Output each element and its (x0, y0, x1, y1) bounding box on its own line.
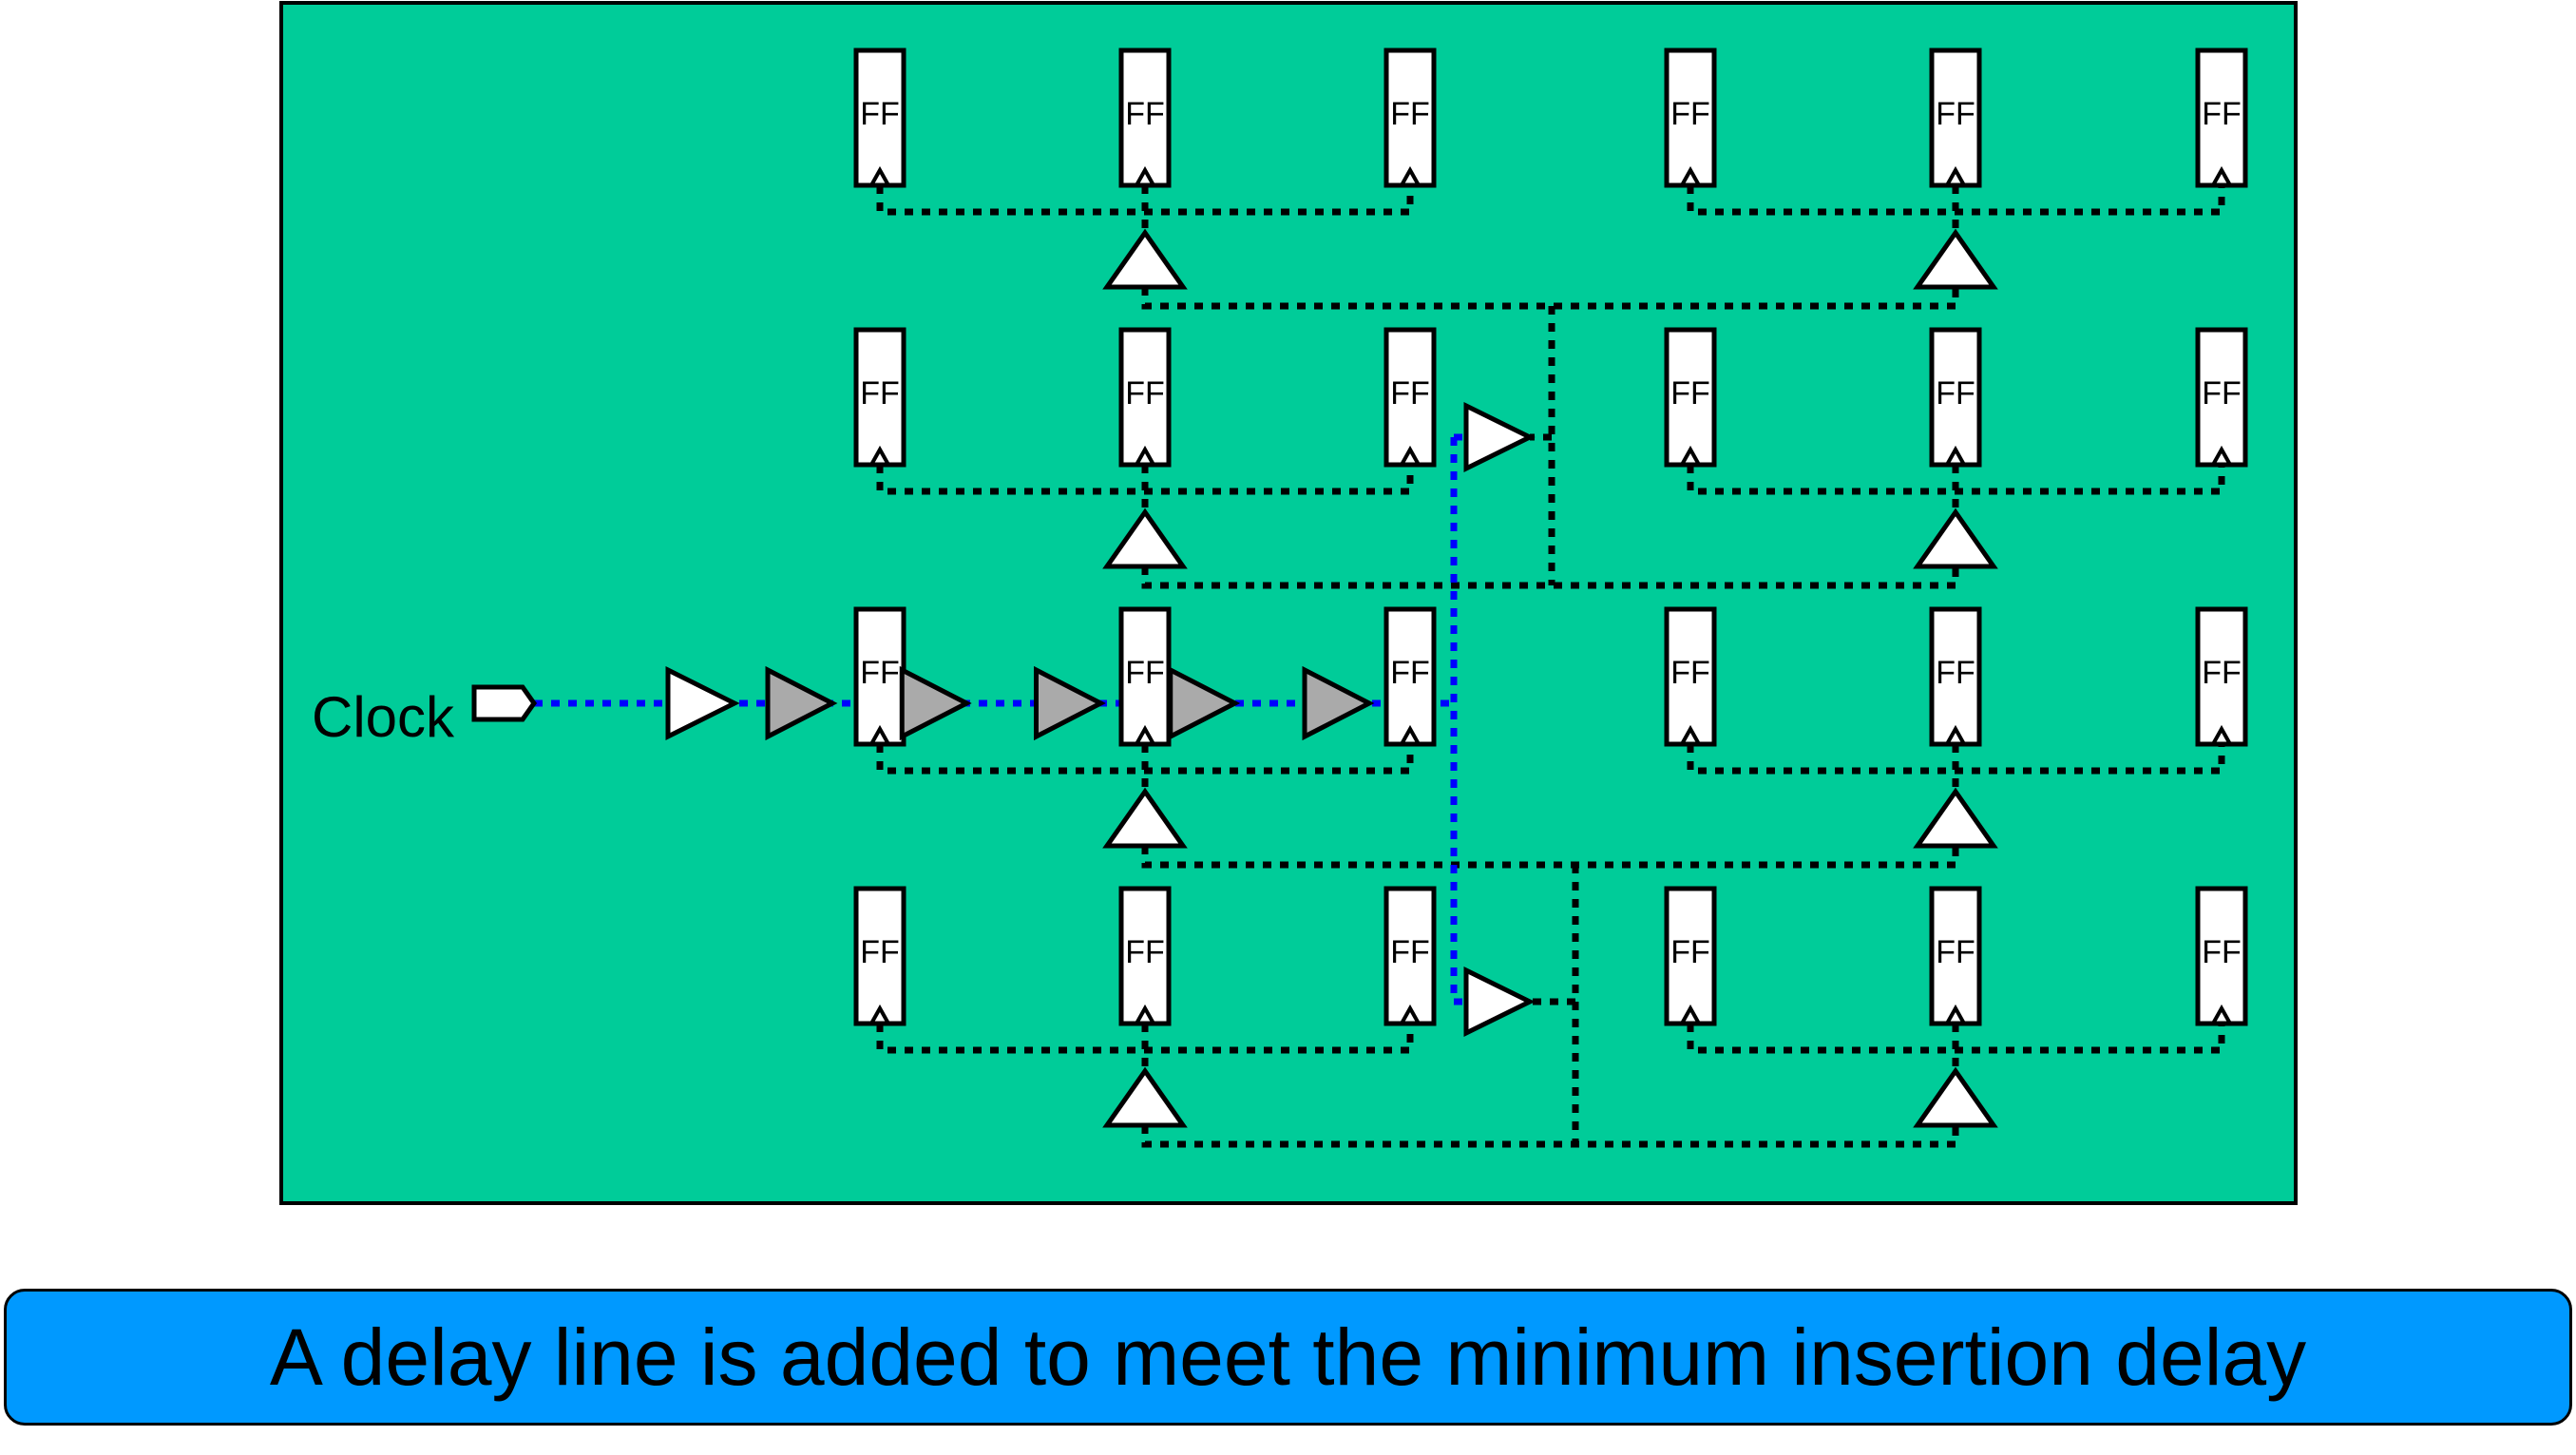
flip-flop-label: FF (1936, 96, 1975, 132)
flip-flop-label: FF (1125, 655, 1165, 691)
clock-tree-diagram: FF FF FF FF FF FF FF FF FF FF FF FF FF FF FF FF FF FF FF FF… (279, 1, 2298, 1205)
flip-flop: FF (1929, 606, 1982, 747)
flip-flop: FF (1383, 886, 1437, 1026)
flip-flop: FF (1118, 48, 1172, 188)
clock-buffers (1102, 228, 1998, 1128)
caption-text: A delay line is added to meet the minimu… (269, 1311, 2307, 1402)
flip-flop: FF (1929, 48, 1982, 188)
clock-input-buffer (665, 665, 740, 741)
delay-buffer (899, 665, 972, 741)
flip-flop-label: FF (2202, 96, 2242, 132)
delay-line (665, 665, 1375, 741)
flip-flop: FF (2195, 606, 2248, 747)
delay-buffer (1302, 665, 1375, 741)
flip-flop-label: FF (1670, 375, 1710, 412)
flip-flop: FF (853, 606, 906, 747)
flip-flop: FF (2195, 886, 2248, 1026)
flip-flop: FF (1929, 886, 1982, 1026)
clock-buffer (1463, 401, 1536, 473)
flip-flop-label: FF (860, 96, 900, 132)
clock-label: Clock (312, 685, 455, 749)
flip-flop-label: FF (1670, 934, 1710, 970)
flip-flop: FF (1383, 327, 1437, 468)
clock-buffer (1913, 507, 1998, 569)
flip-flop-label: FF (1125, 375, 1165, 412)
clock-port-icon (471, 684, 538, 722)
flip-flop: FF (1118, 886, 1172, 1026)
flip-flop: FF (1664, 48, 1717, 188)
flip-flop-label: FF (2202, 934, 2242, 970)
clock-buffer (1102, 507, 1188, 569)
flip-flop-label: FF (1670, 96, 1710, 132)
clock-buffer (1913, 787, 1998, 849)
flip-flop: FF (2195, 48, 2248, 188)
flip-flop: FF (1929, 327, 1982, 468)
flip-flop-label: FF (1936, 934, 1975, 970)
flip-flop-label: FF (1390, 375, 1430, 412)
flip-flop: FF (853, 327, 906, 468)
flip-flop: FF (1383, 606, 1437, 747)
flip-flop-label: FF (1936, 655, 1975, 691)
delay-buffer (765, 665, 838, 741)
flip-flop-label: FF (1390, 934, 1430, 970)
flip-flop-label: FF (860, 375, 900, 412)
flip-flop-label: FF (860, 655, 900, 691)
flip-flop-label: FF (1390, 96, 1430, 132)
clock-buffer (1913, 1066, 1998, 1128)
flip-flop: FF (1118, 327, 1172, 468)
clock-buffer (1463, 966, 1536, 1038)
clock-trunk-net (534, 433, 1466, 1005)
local-clock-nets (876, 185, 2225, 1148)
flip-flop: FF (1664, 327, 1717, 468)
flip-flop-label: FF (1936, 375, 1975, 412)
delay-buffer (1034, 665, 1106, 741)
flip-flop-label: FF (860, 934, 900, 970)
flip-flop: FF (1118, 606, 1172, 747)
flip-flop-label: FF (1670, 655, 1710, 691)
caption-banner: A delay line is added to meet the minimu… (4, 1289, 2572, 1426)
flip-flop-label: FF (1125, 96, 1165, 132)
flip-flop-label: FF (2202, 375, 2242, 412)
clock-buffer (1102, 787, 1188, 849)
clock-buffer (1913, 228, 1998, 290)
flip-flop-label: FF (1125, 934, 1165, 970)
flip-flop: FF (1383, 48, 1437, 188)
clock-buffer (1102, 228, 1188, 290)
flip-flop-label: FF (2202, 655, 2242, 691)
delay-buffer (1168, 665, 1241, 741)
flip-flop: FF (853, 886, 906, 1026)
clock-port: Clock (312, 684, 538, 749)
flip-flop: FF (2195, 327, 2248, 468)
clock-buffer (1102, 1066, 1188, 1128)
flip-flop: FF (1664, 886, 1717, 1026)
flip-flop: FF (853, 48, 906, 188)
chip-area (279, 1, 2298, 1205)
flip-flop: FF (1664, 606, 1717, 747)
flip-flop-label: FF (1390, 655, 1430, 691)
